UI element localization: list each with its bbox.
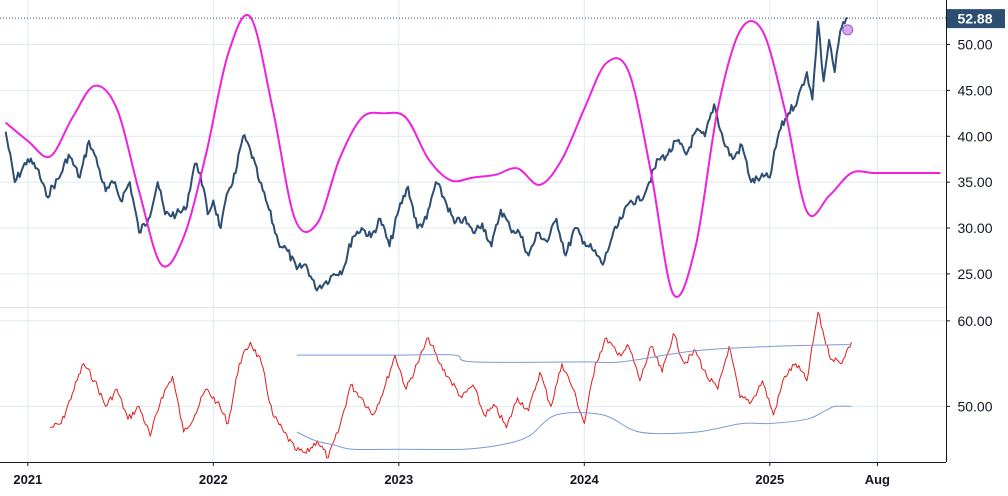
price-series-line[interactable]	[4, 17, 848, 292]
indicator-pane[interactable]	[49, 311, 852, 459]
x-tick-label: Aug	[865, 472, 890, 487]
x-tick-label: 2025	[755, 472, 784, 487]
y-tick-label: 50.00	[957, 37, 992, 53]
y-tick-label: 30.00	[957, 220, 992, 236]
x-tick-label: 2022	[199, 472, 228, 487]
lower-series-line[interactable]	[296, 405, 852, 451]
y-tick-label: 45.00	[957, 82, 992, 98]
cycle-series-line[interactable]	[4, 13, 941, 298]
last-price-badge: 52.88	[947, 9, 1005, 29]
last-value-marker[interactable]	[842, 24, 854, 36]
price-pane[interactable]	[0, 13, 946, 298]
axis-labels: 2021 2022 2023 2024 2025 Aug 50.00 45.00 40.00 35…	[13, 9, 1005, 487]
y-tick-label: 50.00	[957, 398, 992, 414]
price-badge-bg	[947, 9, 1005, 29]
y-tick-label: 35.00	[957, 174, 992, 190]
grid-lines	[0, 0, 946, 462]
osc-series-line[interactable]	[49, 311, 852, 459]
price-badge-text: 52.88	[957, 11, 992, 27]
y-tick-label: 60.00	[957, 313, 992, 329]
upper-series-line[interactable]	[296, 344, 852, 364]
axes	[0, 0, 950, 466]
x-tick-label: 2024	[570, 472, 600, 487]
x-tick-label: 2021	[13, 472, 42, 487]
x-tick-label: 2023	[384, 472, 413, 487]
y-tick-label: 25.00	[957, 266, 992, 282]
y-tick-label: 40.00	[957, 128, 992, 144]
